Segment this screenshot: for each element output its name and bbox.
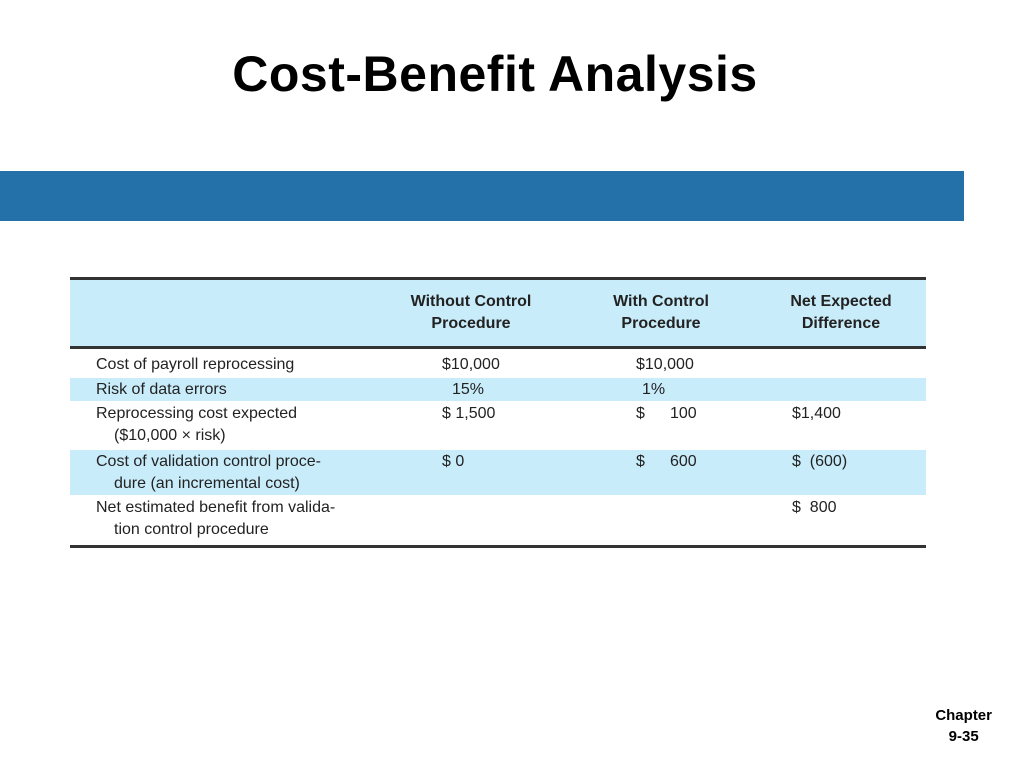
table-row: Reprocessing cost expected ($10,000 × ri… <box>70 401 926 450</box>
cell-net: $ 800 <box>756 495 926 547</box>
header-with-line2: Procedure <box>621 315 701 332</box>
cell-with: $100 <box>566 401 756 450</box>
row-label: Cost of payroll reprocessing <box>70 348 376 379</box>
header-with-control: With Control Procedure <box>566 279 756 348</box>
cell-net: $ (600) <box>756 450 926 495</box>
row-label: Reprocessing cost expected ($10,000 × ri… <box>70 401 376 450</box>
table-row: Cost of payroll reprocessing $10,000 $10… <box>70 348 926 379</box>
row-label-line: Net estimated benefit from valida- <box>96 499 336 516</box>
title-accent-band <box>0 171 964 221</box>
footer-chapter-label: Chapter <box>935 707 992 724</box>
header-without-line1: Without Control <box>410 293 532 310</box>
cell-without-value: $10,000 <box>442 356 500 373</box>
table-row: Net estimated benefit from valida- tion … <box>70 495 926 547</box>
cell-without: $ 0 <box>376 450 566 495</box>
header-net-difference: Net Expected Difference <box>756 279 926 348</box>
row-label-line: Cost of payroll reprocessing <box>96 356 295 373</box>
cell-net <box>756 378 926 401</box>
row-label: Net estimated benefit from valida- tion … <box>70 495 376 547</box>
row-label-line: dure (an incremental cost) <box>114 475 300 492</box>
slide-title: Cost-Benefit Analysis <box>232 46 758 102</box>
cell-with-value: 600 <box>670 453 697 470</box>
cell-with: $600 <box>566 450 756 495</box>
cell-without <box>376 495 566 547</box>
table-header: Without Control Procedure With Control P… <box>70 278 926 348</box>
row-label-line: tion control procedure <box>114 521 269 538</box>
cell-with: $10,000 <box>566 348 756 379</box>
cost-benefit-table: Without Control Procedure With Control P… <box>70 277 926 548</box>
cell-net-value: $ 800 <box>792 499 837 516</box>
cell-net: $1,400 <box>756 401 926 450</box>
cell-without: $ 1,500 <box>376 401 566 450</box>
row-label: Cost of validation control proce- dure (… <box>70 450 376 495</box>
header-net-line1: Net Expected <box>790 293 892 310</box>
cell-with-value: 100 <box>670 405 697 422</box>
header-net-line2: Difference <box>801 315 881 332</box>
cell-net <box>756 348 926 379</box>
footer-page-number: 9-35 <box>948 728 979 745</box>
cell-with-value: 1% <box>642 381 666 398</box>
header-without-control: Without Control Procedure <box>376 279 566 348</box>
table-body: Cost of payroll reprocessing $10,000 $10… <box>70 348 926 547</box>
table-header-row: Without Control Procedure With Control P… <box>70 278 926 348</box>
cell-without-value: 15% <box>452 381 485 398</box>
cell-with-currency: $ <box>636 405 645 422</box>
cell-without: 15% <box>376 378 566 401</box>
row-label-line: Cost of validation control proce- <box>96 453 321 470</box>
table-row: Cost of validation control proce- dure (… <box>70 450 926 495</box>
header-without-line2: Procedure <box>431 315 511 332</box>
cell-without-value: $ 1,500 <box>442 405 496 422</box>
cell-net-value: $ (600) <box>792 453 848 470</box>
cell-net-value: $1,400 <box>792 405 841 422</box>
table-row: Risk of data errors 15% 1% <box>70 378 926 401</box>
cell-with <box>566 495 756 547</box>
chapter-footer: Chapter 9-35 <box>935 705 992 747</box>
row-label-line: ($10,000 × risk) <box>114 427 226 444</box>
cost-benefit-table-grid: Without Control Procedure With Control P… <box>70 277 926 548</box>
row-label: Risk of data errors <box>70 378 376 401</box>
header-with-line1: With Control <box>613 293 709 310</box>
cell-without: $10,000 <box>376 348 566 379</box>
cell-without-value: $ 0 <box>442 453 465 470</box>
cell-with: 1% <box>566 378 756 401</box>
row-label-line: Reprocessing cost expected <box>96 405 297 422</box>
header-label-column <box>70 279 376 348</box>
row-label-line: Risk of data errors <box>96 381 227 398</box>
cell-with-currency: $ <box>636 453 645 470</box>
cell-with-value: $10,000 <box>636 356 694 373</box>
